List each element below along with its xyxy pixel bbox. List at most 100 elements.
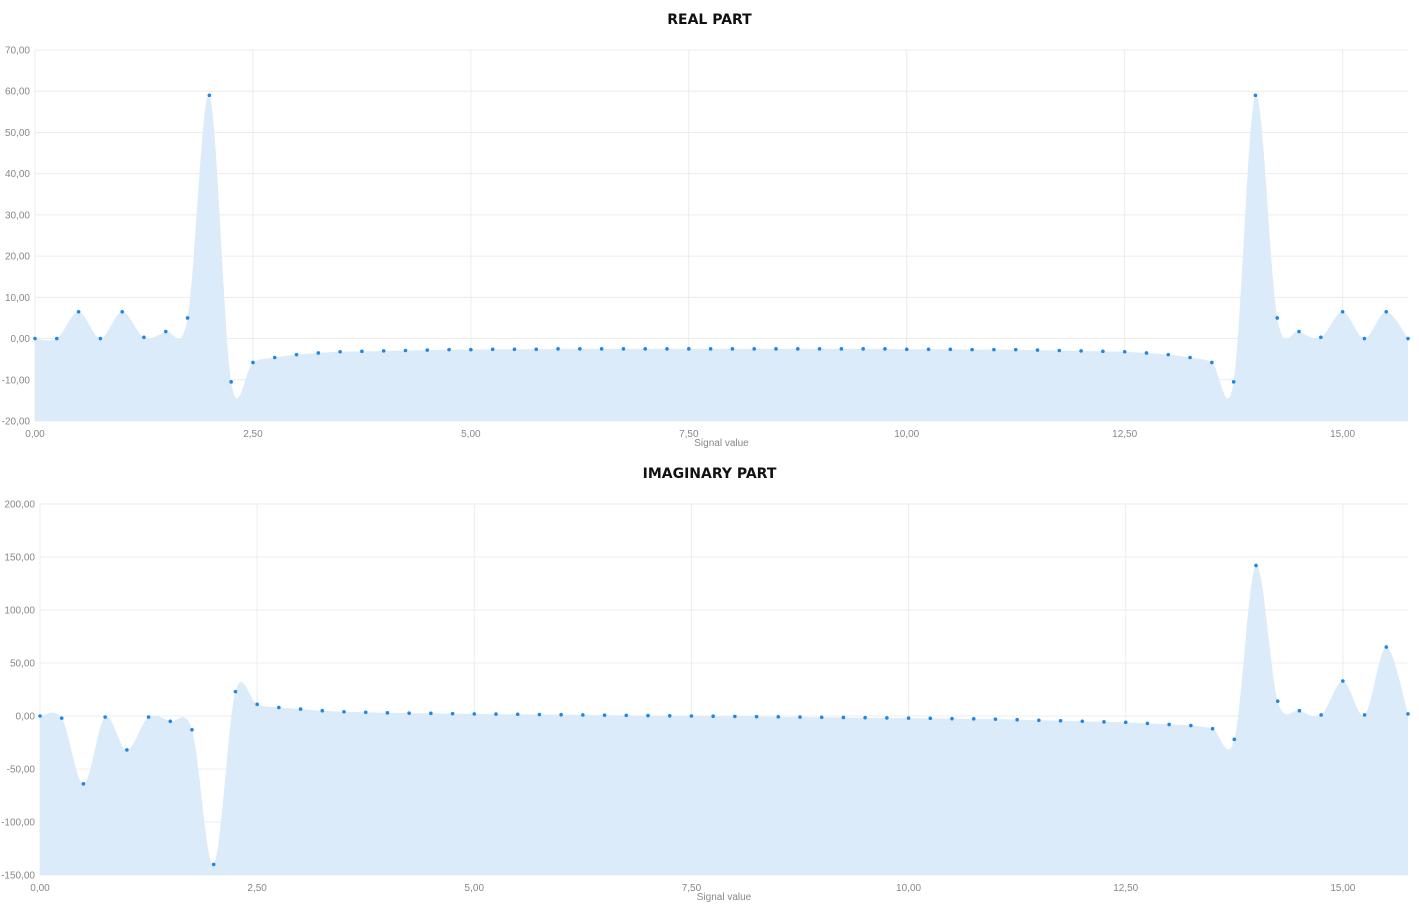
real-data-point[interactable] [120, 309, 124, 314]
imag-data-point[interactable] [1362, 713, 1367, 717]
real-data-point[interactable] [1231, 380, 1236, 384]
imag-data-point[interactable] [38, 714, 42, 718]
imag-data-point[interactable] [298, 707, 303, 711]
imag-data-point[interactable] [581, 713, 585, 717]
imag-data-point[interactable] [1319, 713, 1323, 717]
imag-data-point[interactable] [819, 715, 824, 720]
real-data-point[interactable] [185, 316, 190, 320]
imag-data-point[interactable] [1232, 737, 1237, 742]
imag-data-point[interactable] [624, 713, 629, 718]
real-data-point[interactable] [665, 347, 669, 351]
real-data-point[interactable] [599, 347, 604, 351]
imag-data-point[interactable] [928, 716, 933, 721]
imag-data-point[interactable] [689, 714, 694, 718]
real-data-point[interactable] [1101, 349, 1105, 354]
real-data-point[interactable] [948, 347, 953, 352]
real-data-point[interactable] [1210, 360, 1214, 365]
imag-data-point[interactable] [906, 716, 911, 720]
real-data-point[interactable] [98, 336, 103, 341]
imag-data-point[interactable] [125, 748, 129, 752]
imag-data-point[interactable] [363, 710, 368, 715]
imag-data-point[interactable] [1275, 699, 1280, 703]
real-data-point[interactable] [490, 347, 495, 352]
imag-data-point[interactable] [993, 717, 998, 721]
imag-data-point[interactable] [1037, 718, 1041, 723]
real-data-point[interactable] [251, 360, 255, 365]
imag-data-point[interactable] [1080, 719, 1085, 724]
real-data-point[interactable] [1253, 93, 1258, 98]
imag-data-point[interactable] [1341, 679, 1345, 683]
imag-data-point[interactable] [59, 716, 64, 720]
real-data-point[interactable] [229, 380, 233, 384]
imag-data-point[interactable] [1384, 645, 1389, 649]
imag-data-point[interactable] [602, 713, 607, 717]
imag-data-point[interactable] [1015, 717, 1019, 722]
real-data-point[interactable] [1144, 351, 1149, 355]
imag-data-point[interactable] [342, 709, 346, 714]
real-data-point[interactable] [1340, 309, 1345, 314]
imag-data-point[interactable] [863, 715, 867, 720]
real-data-point[interactable] [752, 347, 756, 351]
real-data-point[interactable] [316, 351, 321, 355]
imag-data-point[interactable] [472, 712, 477, 716]
imag-data-point[interactable] [407, 711, 411, 715]
imag-data-point[interactable] [146, 715, 151, 719]
imag-data-point[interactable] [798, 715, 802, 719]
imag-data-point[interactable] [1297, 708, 1302, 713]
real-data-point[interactable] [425, 348, 430, 352]
real-data-point[interactable] [839, 347, 844, 351]
real-data-point[interactable] [817, 347, 822, 351]
real-data-point[interactable] [207, 93, 212, 98]
imag-data-point[interactable] [885, 716, 889, 720]
imag-data-point[interactable] [385, 711, 390, 715]
real-data-point[interactable] [1362, 336, 1367, 341]
imag-data-point[interactable] [667, 713, 672, 718]
real-data-point[interactable] [1319, 335, 1323, 340]
real-data-point[interactable] [447, 347, 451, 352]
real-data-point[interactable] [163, 329, 168, 334]
imag-data-point[interactable] [515, 712, 520, 717]
real-data-point[interactable] [926, 347, 931, 352]
imag-data-point[interactable] [711, 714, 715, 719]
real-data-point[interactable] [795, 347, 800, 351]
real-data-point[interactable] [578, 347, 582, 351]
imag-data-point[interactable] [646, 713, 650, 718]
imag-data-point[interactable] [190, 727, 194, 732]
real-data-point[interactable] [1406, 336, 1410, 341]
imag-data-point[interactable] [754, 714, 759, 719]
real-data-point[interactable] [403, 348, 408, 353]
real-data-point[interactable] [76, 309, 81, 314]
real-data-point[interactable] [1275, 316, 1280, 320]
real-data-point[interactable] [687, 347, 691, 351]
imag-data-point[interactable] [255, 702, 259, 707]
imag-data-point[interactable] [537, 712, 542, 717]
real-data-point[interactable] [360, 349, 364, 354]
imag-data-point[interactable] [733, 714, 737, 719]
real-data-point[interactable] [469, 347, 473, 352]
imag-data-point[interactable] [841, 715, 846, 720]
imag-data-point[interactable] [559, 712, 563, 717]
real-data-point[interactable] [774, 347, 778, 351]
imag-data-point[interactable] [950, 716, 954, 721]
imag-data-point[interactable] [1406, 712, 1410, 716]
real-data-point[interactable] [1057, 348, 1062, 353]
real-data-point[interactable] [1122, 349, 1127, 354]
real-data-point[interactable] [621, 347, 626, 351]
imag-data-point[interactable] [1123, 720, 1128, 725]
real-data-point[interactable] [992, 347, 996, 352]
imag-data-point[interactable] [1167, 722, 1171, 727]
real-data-point[interactable] [272, 355, 277, 360]
imag-data-point[interactable] [81, 782, 86, 786]
imag-data-point[interactable] [277, 705, 281, 710]
real-data-point[interactable] [1297, 329, 1301, 334]
real-data-point[interactable] [1013, 347, 1018, 352]
imag-data-point[interactable] [494, 712, 498, 716]
real-data-point[interactable] [1035, 348, 1040, 352]
real-data-point[interactable] [142, 335, 146, 340]
real-data-point[interactable] [512, 347, 517, 352]
imag-data-point[interactable] [450, 711, 455, 716]
real-data-point[interactable] [883, 347, 887, 351]
real-data-point[interactable] [1079, 349, 1083, 353]
real-data-point[interactable] [294, 352, 299, 357]
imag-data-point[interactable] [233, 689, 238, 694]
